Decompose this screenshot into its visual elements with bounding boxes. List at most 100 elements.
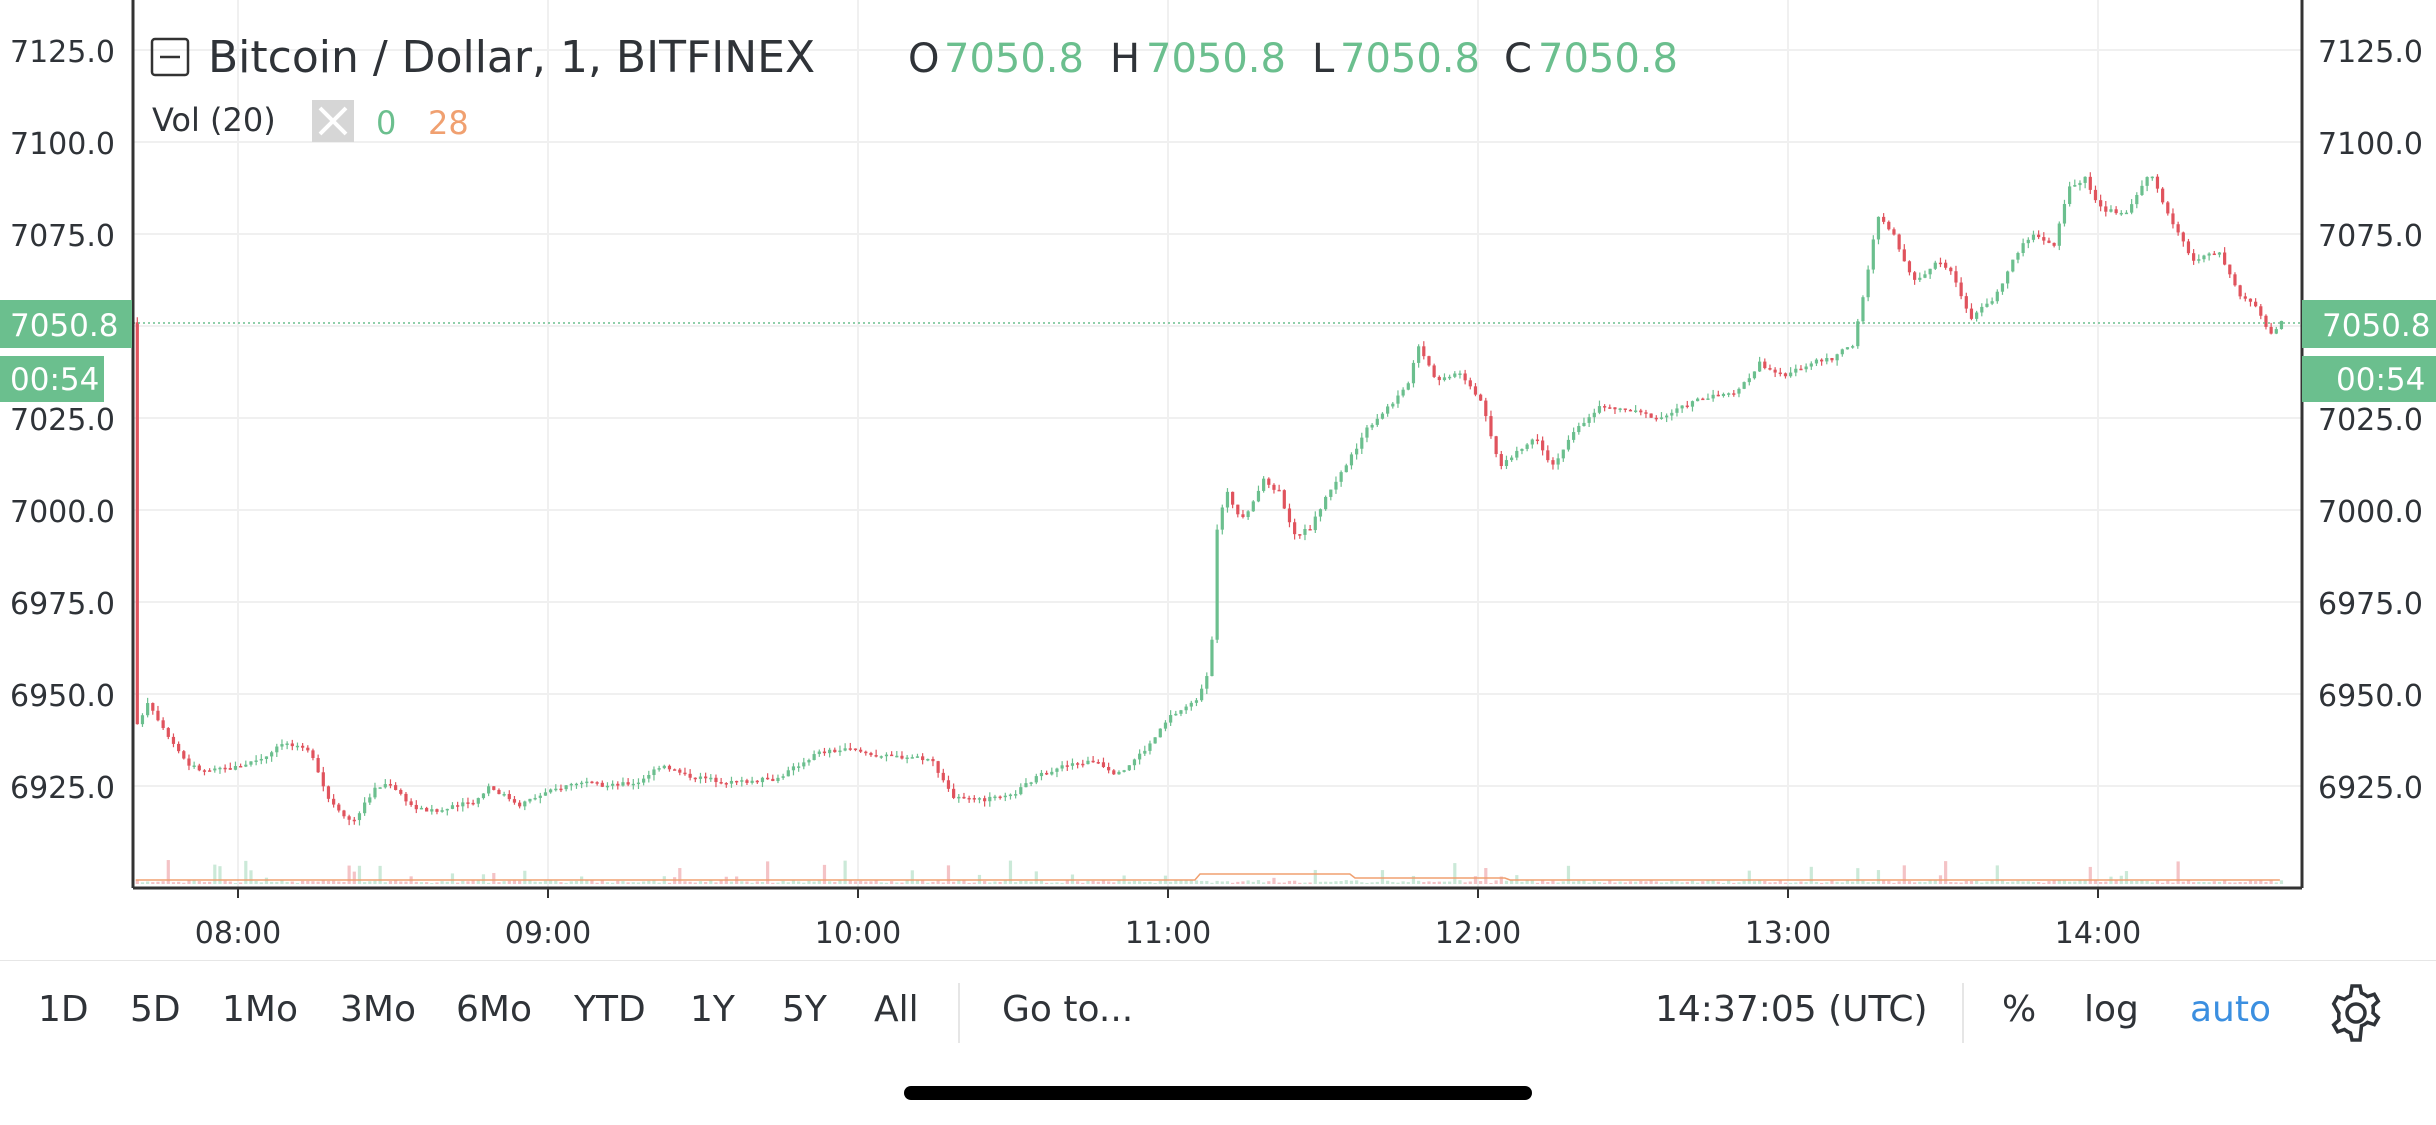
volume-bar	[1541, 880, 1545, 884]
percent-toggle[interactable]: %	[2002, 989, 2037, 1030]
candle-body	[2181, 232, 2185, 242]
x-axis[interactable]: 08:00 09:00 10:00 11:00 12:00 13:00 14:00	[195, 888, 2141, 951]
candle-body	[1944, 262, 1948, 268]
volume-bar	[1045, 882, 1049, 884]
y-tick-label-right: 7025.0	[2318, 403, 2423, 438]
volume-bar	[1995, 865, 1999, 884]
range-1y[interactable]: 1Y	[690, 989, 735, 1030]
candle-body	[2217, 252, 2222, 255]
candle-body	[2011, 259, 2015, 272]
range-6mo[interactable]: 6Mo	[456, 989, 532, 1030]
volume-value: 0	[376, 104, 396, 142]
volume-bar	[1783, 882, 1788, 884]
close-icon[interactable]	[312, 100, 354, 142]
candle-body	[301, 745, 305, 748]
candle-body	[1339, 472, 1343, 482]
volume-bar	[1349, 880, 1354, 884]
candle-body	[481, 793, 486, 799]
candle-body	[1623, 408, 1627, 410]
candle-body	[347, 816, 351, 820]
log-toggle[interactable]: log	[2084, 989, 2139, 1030]
candle-body	[698, 776, 703, 779]
candle-body	[208, 770, 212, 772]
y-axis-right[interactable]: 7125.07100.07075.07050.07025.07000.06975…	[2318, 35, 2423, 806]
candle-body	[456, 805, 460, 807]
range-5y[interactable]: 5Y	[782, 989, 827, 1030]
volume-bar	[1499, 876, 1503, 884]
candle-body	[1096, 762, 1100, 764]
candle-body	[233, 765, 238, 770]
candle-body	[1732, 393, 1736, 395]
candle-body	[254, 760, 258, 762]
candle-body	[631, 783, 635, 786]
candle-body	[1809, 363, 1813, 367]
volume-bar	[492, 872, 496, 884]
candle-body	[378, 787, 382, 789]
volume-bar	[2217, 881, 2222, 884]
goto-button[interactable]: Go to...	[1002, 989, 1134, 1030]
range-5d[interactable]: 5D	[130, 989, 181, 1030]
candle-body	[492, 786, 496, 790]
volume-bar	[1432, 881, 1436, 884]
volume-bar	[574, 880, 579, 884]
price-chart[interactable]: 7125.07100.07075.07050.07025.07000.06975…	[0, 0, 2436, 960]
volume-bar	[1789, 882, 1793, 884]
candle-body	[1830, 358, 1834, 361]
volume-bar	[2243, 882, 2247, 884]
range-3mo[interactable]: 3Mo	[340, 989, 416, 1030]
volume-bar	[1442, 881, 1447, 884]
utc-time[interactable]: 14:37:05 (UTC)	[1655, 989, 1928, 1030]
candle-body	[1386, 406, 1390, 414]
volume-bar	[388, 881, 393, 884]
y-tick-label-right: 6950.0	[2318, 679, 2423, 714]
candle-body	[461, 802, 465, 807]
candle-body	[1525, 444, 1529, 449]
candle-body	[1184, 706, 1188, 711]
range-all[interactable]: All	[874, 989, 919, 1030]
volume-bar	[2062, 880, 2067, 884]
auto-toggle[interactable]: auto	[2190, 989, 2272, 1030]
volume-bar	[244, 860, 248, 884]
y-tick-label-left: 7100.0	[10, 127, 115, 162]
candle-body	[998, 796, 1002, 799]
gear-icon[interactable]	[2325, 982, 2387, 1044]
candle-body	[1546, 450, 1550, 461]
candle-body	[388, 784, 393, 786]
volume-bar	[2042, 882, 2046, 884]
volume-bar	[915, 880, 920, 884]
candle-body	[1835, 354, 1839, 361]
range-1mo[interactable]: 1Mo	[222, 989, 298, 1030]
candle-body	[1597, 406, 1602, 413]
candle-body	[2274, 329, 2278, 334]
candle-body	[244, 764, 248, 767]
candle-body	[2124, 212, 2129, 215]
volume-bar	[1034, 871, 1038, 884]
open-value: 7050.8	[944, 36, 1084, 82]
volume-bar	[1334, 881, 1338, 884]
volume-bar	[1892, 882, 1896, 884]
range-ytd[interactable]: YTD	[574, 989, 646, 1030]
candle-body	[1990, 301, 1994, 304]
volume-bar	[1205, 880, 1209, 884]
y-axis-left[interactable]: 7125.07100.07075.07050.07025.07000.06975…	[10, 35, 115, 806]
volume-bar	[419, 882, 424, 884]
volume-bar	[208, 881, 212, 884]
volume-bar	[321, 880, 325, 884]
candle-body	[383, 784, 387, 788]
minus-square-icon[interactable]	[150, 37, 190, 77]
volume-bar	[1923, 882, 1927, 884]
volume-bar	[2037, 881, 2041, 884]
volume-bar	[192, 880, 196, 884]
chart-frame	[131, 0, 2304, 890]
candle-body	[828, 749, 832, 754]
volume-bar	[729, 881, 734, 884]
volume-bar	[2197, 881, 2201, 884]
range-1d[interactable]: 1D	[38, 989, 89, 1030]
candle-body	[507, 794, 511, 800]
y-tick-label-left: 7000.0	[10, 495, 115, 530]
candle-body	[1897, 234, 1901, 250]
volume-bar	[177, 881, 181, 884]
candle-body	[1789, 372, 1793, 377]
volume-bar	[1840, 882, 1844, 884]
candle-body	[740, 780, 744, 782]
